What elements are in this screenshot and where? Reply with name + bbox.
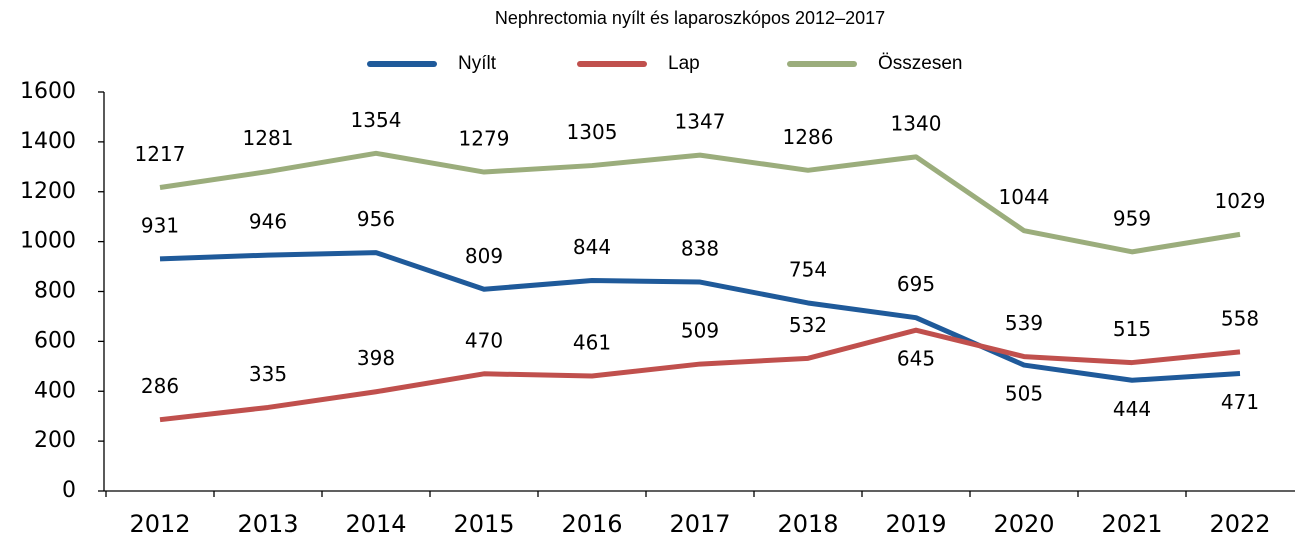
legend-label: Lap bbox=[668, 53, 700, 74]
data-label: 754 bbox=[789, 257, 827, 281]
y-tick-label: 400 bbox=[34, 378, 76, 403]
data-label: 509 bbox=[681, 319, 719, 343]
data-label: 398 bbox=[357, 346, 395, 370]
y-tick-label: 200 bbox=[34, 428, 76, 453]
x-tick-label: 2021 bbox=[1101, 510, 1162, 538]
series-line bbox=[159, 150, 1241, 255]
data-label: 539 bbox=[1005, 311, 1043, 335]
x-tick-label: 2019 bbox=[885, 510, 946, 538]
chart-title: Nephrectomia nyílt és laparoszkópos 2012… bbox=[495, 8, 885, 28]
x-tick-label: 2012 bbox=[129, 510, 190, 538]
data-label: 956 bbox=[357, 207, 395, 231]
series-line bbox=[159, 327, 1241, 423]
x-tick-label: 2020 bbox=[993, 510, 1054, 538]
data-label: 505 bbox=[1005, 382, 1043, 406]
data-label: 286 bbox=[141, 374, 179, 398]
data-label: 532 bbox=[789, 313, 827, 337]
x-tick-label: 2015 bbox=[453, 510, 514, 538]
data-label: 1044 bbox=[999, 185, 1050, 209]
data-label: 558 bbox=[1221, 306, 1259, 330]
data-label: 1281 bbox=[243, 126, 294, 150]
data-label: 1305 bbox=[567, 120, 618, 144]
y-tick-label: 1000 bbox=[20, 229, 76, 254]
x-tick-label: 2018 bbox=[777, 510, 838, 538]
data-label: 645 bbox=[897, 347, 935, 371]
x-tick-label: 2022 bbox=[1209, 510, 1270, 538]
data-label: 946 bbox=[249, 210, 287, 234]
x-tick-label: 2014 bbox=[345, 510, 406, 538]
data-label: 471 bbox=[1221, 390, 1259, 414]
data-label: 1029 bbox=[1215, 189, 1266, 213]
x-tick-label: 2017 bbox=[669, 510, 730, 538]
data-label: 1217 bbox=[135, 142, 186, 166]
data-label: 1286 bbox=[783, 125, 834, 149]
series-line bbox=[159, 250, 1241, 383]
data-label: 1347 bbox=[675, 110, 726, 134]
x-tick-label: 2016 bbox=[561, 510, 622, 538]
data-label: 695 bbox=[897, 272, 935, 296]
x-tick-label: 2013 bbox=[237, 510, 298, 538]
y-tick-label: 1200 bbox=[20, 179, 76, 204]
data-label: 959 bbox=[1113, 206, 1151, 230]
y-tick-label: 1400 bbox=[20, 129, 76, 154]
data-label: 931 bbox=[141, 213, 179, 237]
y-tick-label: 1600 bbox=[20, 79, 76, 104]
data-label: 844 bbox=[573, 235, 611, 259]
y-tick-label: 600 bbox=[34, 328, 76, 353]
data-label: 1340 bbox=[891, 111, 942, 135]
legend-label: Összesen bbox=[878, 53, 962, 74]
y-tick-label: 800 bbox=[34, 279, 76, 304]
data-label: 1354 bbox=[351, 108, 402, 132]
data-label: 335 bbox=[249, 362, 287, 386]
data-label: 470 bbox=[465, 328, 503, 352]
y-tick-label: 0 bbox=[62, 478, 76, 503]
legend-label: Nyílt bbox=[458, 53, 497, 74]
data-label: 1279 bbox=[459, 127, 510, 151]
data-label: 461 bbox=[573, 331, 611, 355]
data-label: 838 bbox=[681, 237, 719, 261]
data-label: 444 bbox=[1113, 397, 1151, 421]
data-label: 515 bbox=[1113, 317, 1151, 341]
data-label: 809 bbox=[465, 244, 503, 268]
